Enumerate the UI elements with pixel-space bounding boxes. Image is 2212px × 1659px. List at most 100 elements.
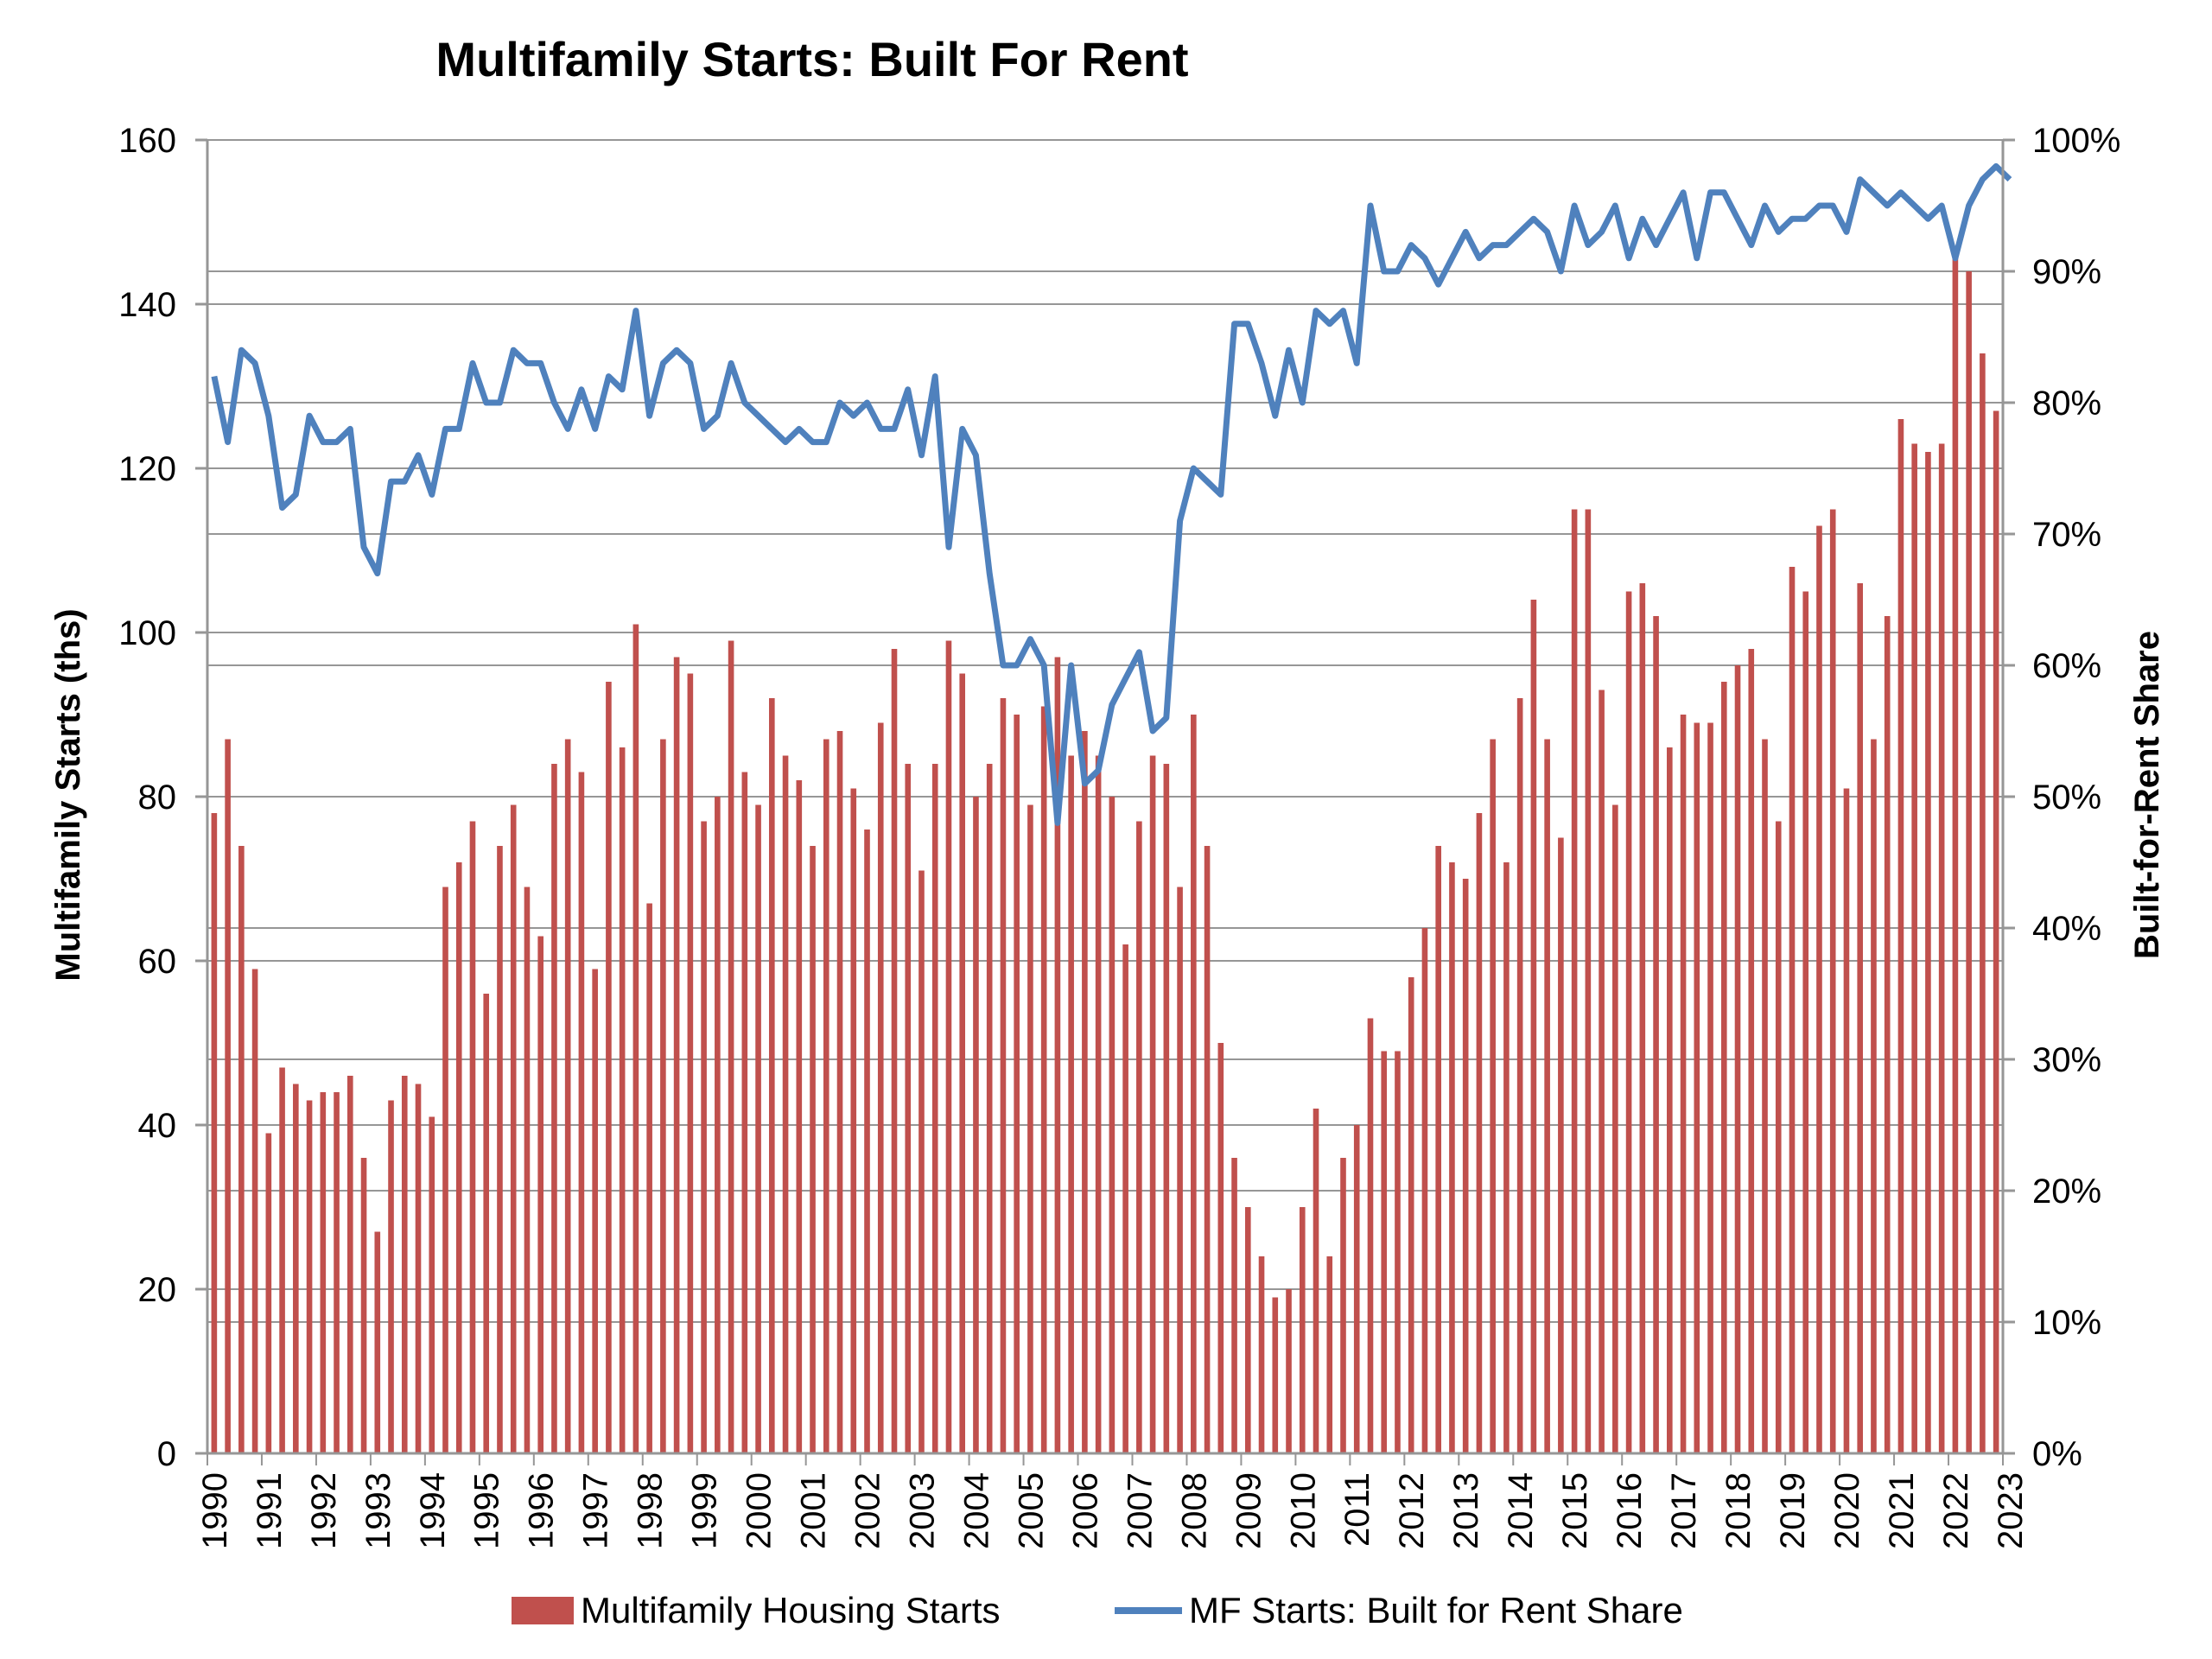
bar	[360, 1158, 367, 1453]
y2-tick-label: 30%	[2032, 1041, 2101, 1079]
y2-tick-label: 0%	[2032, 1435, 2082, 1473]
bar	[1435, 846, 1441, 1453]
bar	[279, 1067, 285, 1453]
chart-title: Multifamily Starts: Built For Rent	[435, 32, 1188, 86]
bar	[1897, 419, 1904, 1453]
bar	[1109, 797, 1116, 1453]
bar	[1122, 944, 1128, 1453]
x-tick-label: 2015	[1556, 1472, 1594, 1549]
bar	[1027, 804, 1033, 1453]
bar	[1244, 1207, 1251, 1453]
bar	[346, 1076, 353, 1453]
bar	[293, 1084, 299, 1453]
x-tick-label: 2012	[1393, 1472, 1431, 1549]
bar	[769, 698, 775, 1453]
bar	[619, 747, 626, 1453]
bar	[1966, 271, 1972, 1453]
bar	[1871, 739, 1877, 1453]
bar	[1544, 739, 1550, 1453]
bar	[1068, 755, 1074, 1453]
bar	[483, 994, 490, 1453]
bar	[606, 682, 612, 1453]
bar	[728, 640, 734, 1453]
y-tick-label: 100	[118, 614, 176, 652]
share-line	[211, 162, 2012, 826]
y2-axis-title: Built-for-Rent Share	[2128, 631, 2166, 959]
bar	[1313, 1109, 1319, 1453]
bar	[238, 846, 245, 1453]
bar	[1680, 715, 1687, 1453]
bar	[320, 1092, 327, 1453]
bar	[1639, 583, 1646, 1453]
bar	[1381, 1051, 1388, 1453]
bar	[442, 887, 448, 1453]
left-axis-ticks: 0 20 40 60 80 100 120 140 160	[118, 122, 207, 1473]
bar	[211, 813, 218, 1453]
bar	[1395, 1051, 1401, 1453]
bar	[1993, 410, 1999, 1453]
bar	[1163, 764, 1170, 1453]
x-tick-label: 2014	[1502, 1472, 1540, 1549]
bar	[1136, 821, 1142, 1453]
x-tick-label: 1997	[577, 1472, 615, 1549]
bar	[1490, 739, 1496, 1453]
bar	[1829, 509, 1836, 1453]
bar	[1571, 509, 1578, 1453]
x-tick-label: 1992	[305, 1472, 343, 1549]
y-tick-label: 0	[157, 1435, 176, 1473]
x-tick-label: 2009	[1230, 1472, 1268, 1549]
bar	[524, 887, 531, 1453]
y2-tick-label: 80%	[2032, 385, 2101, 423]
bar	[1462, 879, 1469, 1453]
bar	[537, 936, 543, 1453]
bar	[592, 969, 598, 1453]
legend-label-bars: Multifamily Housing Starts	[581, 1590, 1000, 1630]
bar	[1734, 665, 1741, 1453]
bar	[715, 797, 721, 1453]
bar	[1149, 755, 1156, 1453]
bar	[551, 764, 557, 1453]
x-tick-label: 1993	[359, 1472, 397, 1549]
bar	[755, 804, 761, 1453]
bar	[1340, 1158, 1346, 1453]
bar	[796, 780, 803, 1453]
bar	[1884, 616, 1891, 1453]
bar	[741, 772, 748, 1453]
x-tick-label: 2016	[1611, 1472, 1649, 1549]
bar	[564, 739, 571, 1453]
bar-series	[211, 246, 1999, 1453]
bar	[701, 821, 707, 1453]
x-tick-label: 2002	[849, 1472, 887, 1549]
y2-tick-label: 40%	[2032, 910, 2101, 948]
bar	[1530, 600, 1537, 1453]
bar	[578, 772, 585, 1453]
x-tick-label: 2018	[1719, 1472, 1758, 1549]
bar	[469, 821, 476, 1453]
bar	[1938, 443, 1945, 1453]
bar	[877, 722, 884, 1453]
bar	[1653, 616, 1659, 1453]
x-tick-label: 2021	[1883, 1472, 1921, 1549]
bar	[918, 870, 925, 1453]
bar	[1476, 813, 1483, 1453]
bar	[1612, 804, 1618, 1453]
right-axis-ticks: 0% 10% 20% 30% 40% 50% 60% 70% 80% 90% 100%	[2003, 122, 2120, 1473]
bar	[973, 797, 979, 1453]
bar	[401, 1076, 408, 1453]
bar	[1367, 1018, 1374, 1453]
x-tick-label: 2006	[1066, 1472, 1104, 1549]
x-tick-label: 2005	[1012, 1472, 1050, 1549]
y2-tick-label: 60%	[2032, 647, 2101, 685]
bar	[959, 673, 966, 1453]
bar	[510, 804, 517, 1453]
bar	[1014, 715, 1020, 1453]
x-tick-label: 2010	[1284, 1472, 1322, 1549]
bar	[823, 739, 830, 1453]
bar	[1040, 706, 1047, 1453]
bar	[1204, 846, 1211, 1453]
bar	[429, 1116, 435, 1453]
bar	[251, 969, 258, 1453]
bar	[1585, 509, 1592, 1453]
